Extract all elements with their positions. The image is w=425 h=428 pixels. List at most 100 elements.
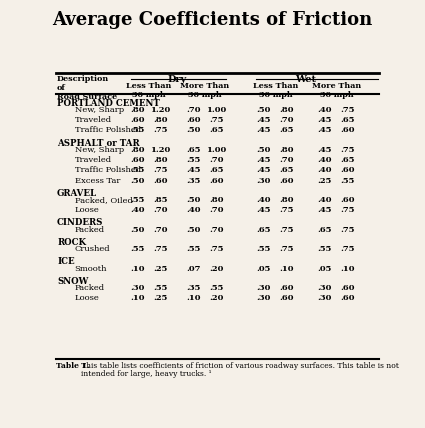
Text: Average Coefficients of Friction: Average Coefficients of Friction: [52, 11, 373, 29]
Text: .45: .45: [257, 127, 271, 134]
Text: .70: .70: [209, 156, 224, 164]
Text: .70: .70: [153, 206, 167, 214]
Text: ROCK: ROCK: [57, 238, 86, 247]
Text: .45: .45: [317, 206, 332, 214]
Text: .75: .75: [153, 127, 167, 134]
Text: .40: .40: [317, 106, 332, 114]
Text: 1.00: 1.00: [206, 106, 226, 114]
Text: intended for large, heavy trucks. ¹: intended for large, heavy trucks. ¹: [81, 370, 212, 378]
Text: .75: .75: [280, 226, 294, 234]
Text: Traveled: Traveled: [74, 156, 112, 164]
Text: Dry: Dry: [167, 75, 186, 84]
Text: .50: .50: [257, 106, 271, 114]
Text: .25: .25: [317, 177, 332, 184]
Text: .55: .55: [209, 284, 224, 292]
Text: .60: .60: [153, 177, 167, 184]
Text: .20: .20: [209, 294, 224, 302]
Text: .70: .70: [280, 156, 294, 164]
Text: Crushed: Crushed: [74, 245, 110, 253]
Text: ICE: ICE: [57, 257, 75, 266]
Text: Wet: Wet: [295, 75, 316, 84]
Text: .30: .30: [317, 284, 332, 292]
Text: .10: .10: [341, 265, 355, 273]
Text: .45: .45: [186, 166, 200, 174]
Text: .25: .25: [153, 265, 167, 273]
Text: .70: .70: [153, 226, 167, 234]
Text: .25: .25: [153, 294, 167, 302]
Text: .20: .20: [209, 265, 224, 273]
Text: .55: .55: [317, 245, 332, 253]
Text: .45: .45: [317, 127, 332, 134]
Text: GRAVEL: GRAVEL: [57, 189, 97, 198]
Text: .60: .60: [130, 156, 145, 164]
Text: .60: .60: [280, 294, 294, 302]
Text: .40: .40: [317, 196, 332, 204]
Text: Traveled: Traveled: [74, 116, 112, 124]
Text: .05: .05: [257, 265, 271, 273]
Text: .55: .55: [186, 156, 200, 164]
Text: .70: .70: [280, 116, 294, 124]
Text: Traffic Polished: Traffic Polished: [74, 166, 141, 174]
Text: .05: .05: [317, 265, 332, 273]
Text: .40: .40: [186, 206, 200, 214]
Text: Packed, Oiled: Packed, Oiled: [74, 196, 133, 204]
Text: .35: .35: [186, 177, 200, 184]
Text: .40: .40: [317, 156, 332, 164]
Text: .80: .80: [130, 146, 145, 154]
Text: .80: .80: [153, 116, 167, 124]
Text: More Than
30 mph: More Than 30 mph: [180, 82, 229, 99]
Text: .80: .80: [130, 106, 145, 114]
Text: .80: .80: [209, 196, 224, 204]
Text: .70: .70: [209, 226, 224, 234]
Text: ASPHALT or TAR: ASPHALT or TAR: [57, 139, 140, 148]
Text: .55: .55: [130, 196, 145, 204]
Text: .55: .55: [130, 245, 145, 253]
Text: .60: .60: [341, 196, 355, 204]
Text: .45: .45: [257, 166, 271, 174]
Text: .30: .30: [317, 294, 332, 302]
Text: .75: .75: [280, 245, 294, 253]
Text: Less Than
30 mph: Less Than 30 mph: [253, 82, 298, 99]
Text: .30: .30: [130, 284, 145, 292]
Text: .60: .60: [341, 127, 355, 134]
Text: .65: .65: [257, 226, 271, 234]
Text: Less Than
30 mph: Less Than 30 mph: [126, 82, 171, 99]
Text: .70: .70: [186, 106, 200, 114]
Text: SNOW: SNOW: [57, 277, 88, 286]
Text: .60: .60: [341, 294, 355, 302]
Text: .30: .30: [257, 284, 271, 292]
Text: Loose: Loose: [74, 206, 99, 214]
Text: .55: .55: [130, 127, 145, 134]
Text: .65: .65: [317, 226, 332, 234]
Text: .60: .60: [280, 284, 294, 292]
Text: .80: .80: [280, 146, 294, 154]
Text: .45: .45: [317, 146, 332, 154]
Text: .55: .55: [341, 177, 355, 184]
Text: .45: .45: [317, 116, 332, 124]
Text: 1.20: 1.20: [150, 106, 170, 114]
Text: .65: .65: [280, 166, 294, 174]
Text: .85: .85: [153, 196, 167, 204]
Text: Table 1.: Table 1.: [57, 362, 90, 370]
Text: .60: .60: [341, 284, 355, 292]
Text: .55: .55: [186, 245, 200, 253]
Text: .07: .07: [186, 265, 200, 273]
Text: .65: .65: [209, 127, 224, 134]
Text: Smooth: Smooth: [74, 265, 107, 273]
Text: New, Sharp: New, Sharp: [74, 146, 124, 154]
Text: .55: .55: [153, 284, 167, 292]
Text: New, Sharp: New, Sharp: [74, 106, 124, 114]
Text: .45: .45: [257, 116, 271, 124]
Text: .10: .10: [130, 265, 145, 273]
Text: Description
of
Road Surface: Description of Road Surface: [57, 75, 117, 101]
Text: .30: .30: [257, 177, 271, 184]
Text: .55: .55: [130, 166, 145, 174]
Text: .70: .70: [209, 206, 224, 214]
Text: .50: .50: [186, 127, 200, 134]
Text: 1.20: 1.20: [150, 146, 170, 154]
Text: .50: .50: [186, 196, 200, 204]
Text: .75: .75: [209, 116, 224, 124]
Text: Traffic Polished: Traffic Polished: [74, 127, 141, 134]
Text: .45: .45: [257, 206, 271, 214]
Text: Loose: Loose: [74, 294, 99, 302]
